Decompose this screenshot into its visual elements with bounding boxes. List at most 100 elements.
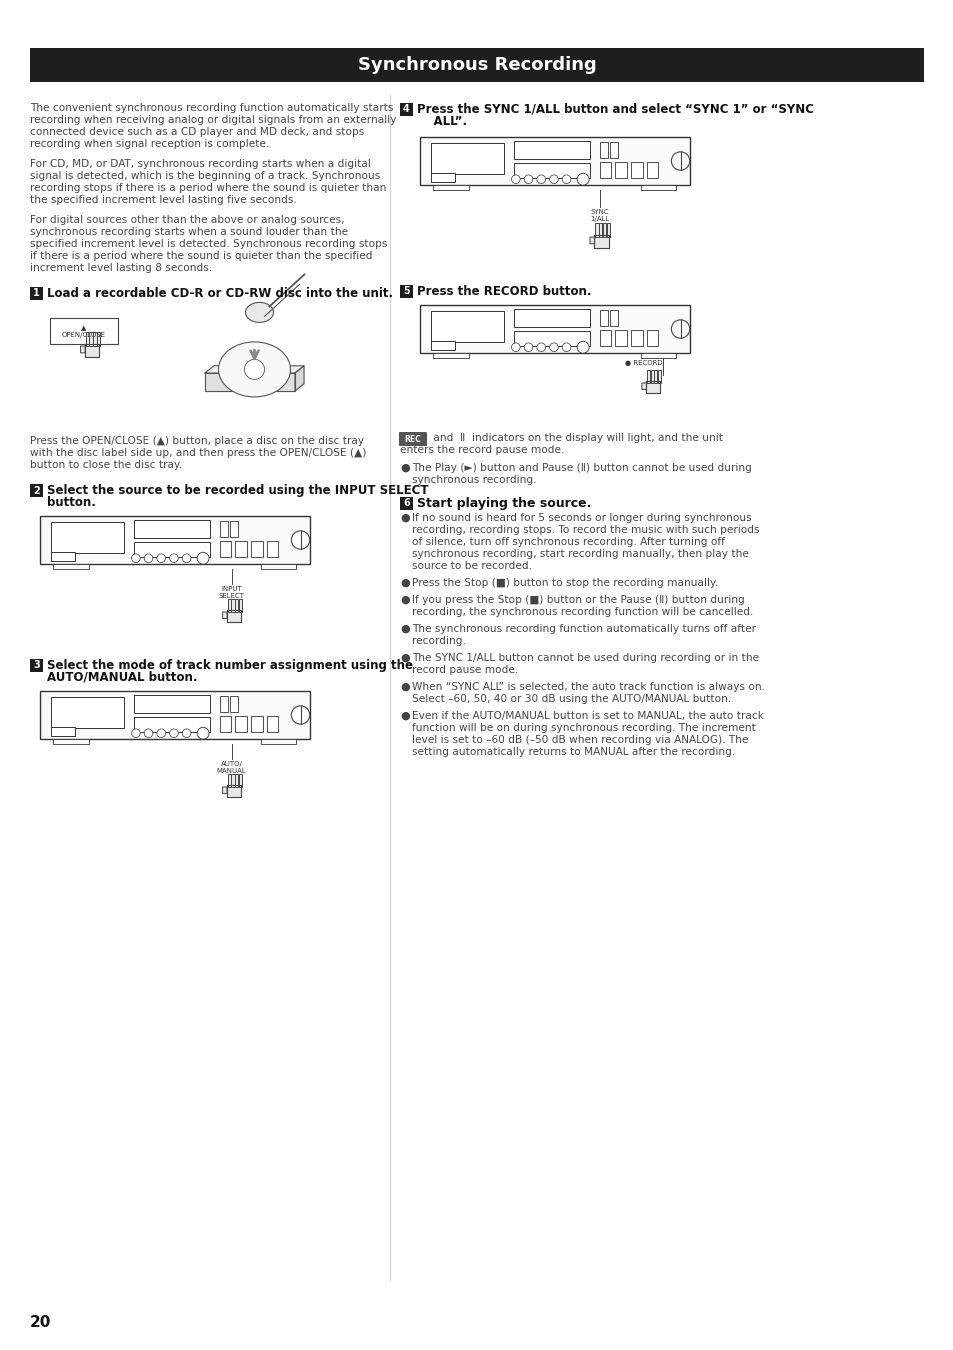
Bar xyxy=(514,309,590,327)
Bar xyxy=(514,163,590,178)
Text: if there is a period where the sound is quieter than the specified: if there is a period where the sound is … xyxy=(30,251,372,261)
Circle shape xyxy=(197,552,209,564)
Bar xyxy=(431,173,455,182)
Polygon shape xyxy=(645,381,659,393)
Circle shape xyxy=(156,554,166,563)
Bar xyxy=(514,331,590,347)
Text: connected device such as a CD player and MD deck, and stops: connected device such as a CD player and… xyxy=(30,127,364,136)
Ellipse shape xyxy=(245,302,274,323)
Bar xyxy=(53,564,89,568)
Text: Select the mode of track number assignment using the: Select the mode of track number assignme… xyxy=(47,659,413,672)
Text: Press the RECORD button.: Press the RECORD button. xyxy=(416,285,591,298)
Bar xyxy=(266,716,278,732)
Text: ●: ● xyxy=(399,595,410,605)
Text: ALL”.: ALL”. xyxy=(416,115,467,128)
Bar xyxy=(219,521,228,537)
Bar xyxy=(399,285,413,298)
Bar xyxy=(654,370,657,383)
Bar xyxy=(610,142,618,158)
Text: recording.: recording. xyxy=(412,636,465,647)
Text: level is set to –60 dB (–50 dB when recording via ANALOG). The: level is set to –60 dB (–50 dB when reco… xyxy=(412,734,747,745)
Circle shape xyxy=(291,531,310,549)
Text: For digital sources other than the above or analog sources,: For digital sources other than the above… xyxy=(30,215,344,225)
Circle shape xyxy=(577,173,588,185)
Bar xyxy=(51,697,124,728)
Text: ● RECORD: ● RECORD xyxy=(625,360,662,366)
Bar xyxy=(615,162,626,178)
Circle shape xyxy=(144,554,152,563)
Bar xyxy=(234,774,238,787)
Bar xyxy=(230,695,238,711)
Circle shape xyxy=(561,343,570,351)
FancyBboxPatch shape xyxy=(80,346,85,352)
Circle shape xyxy=(671,320,689,339)
Bar xyxy=(251,541,262,558)
Text: If no sound is heard for 5 seconds or longer during synchronous: If no sound is heard for 5 seconds or lo… xyxy=(412,513,751,522)
Text: AUTO/
MANUAL: AUTO/ MANUAL xyxy=(216,761,246,774)
Text: Press the SYNC 1/ALL button and select “SYNC 1” or “SYNC: Press the SYNC 1/ALL button and select “… xyxy=(416,103,813,116)
Text: ●: ● xyxy=(399,682,410,693)
Text: ●: ● xyxy=(399,513,410,522)
Bar xyxy=(231,599,234,612)
Circle shape xyxy=(549,176,558,184)
Bar xyxy=(399,103,413,116)
Bar xyxy=(514,140,590,159)
Bar xyxy=(598,162,611,178)
Circle shape xyxy=(577,342,588,354)
Circle shape xyxy=(549,343,558,351)
Bar xyxy=(630,162,642,178)
Bar xyxy=(433,185,468,190)
Text: ●: ● xyxy=(399,463,410,472)
Text: Press the OPEN/CLOSE (▲) button, place a disc on the disc tray: Press the OPEN/CLOSE (▲) button, place a… xyxy=(30,436,364,446)
Text: INPUT
SELECT: INPUT SELECT xyxy=(218,586,244,599)
Bar xyxy=(30,659,43,672)
Bar xyxy=(51,728,75,736)
Bar xyxy=(219,716,232,732)
Text: of silence, turn off synchronous recording. After turning off: of silence, turn off synchronous recordi… xyxy=(412,537,724,547)
Text: source to be recorded.: source to be recorded. xyxy=(412,562,532,571)
Text: ▲: ▲ xyxy=(81,325,87,331)
Bar xyxy=(640,185,676,190)
Circle shape xyxy=(511,176,519,184)
Bar xyxy=(30,288,43,300)
Circle shape xyxy=(132,729,140,737)
Text: Even if the AUTO/MANUAL button is set to MANUAL, the auto track: Even if the AUTO/MANUAL button is set to… xyxy=(412,711,763,721)
Bar xyxy=(251,716,262,732)
Text: ●: ● xyxy=(399,624,410,634)
Bar xyxy=(93,332,96,346)
Bar xyxy=(30,485,43,497)
Text: The Play (►) button and Pause (Ⅱ) button cannot be used during: The Play (►) button and Pause (Ⅱ) button… xyxy=(412,463,751,472)
Circle shape xyxy=(244,359,264,379)
Text: REC: REC xyxy=(404,435,421,444)
Bar xyxy=(598,329,611,347)
Circle shape xyxy=(537,176,545,184)
Text: If you press the Stop (■) button or the Pause (Ⅱ) button during: If you press the Stop (■) button or the … xyxy=(412,595,744,605)
Text: 4: 4 xyxy=(403,104,410,115)
Polygon shape xyxy=(227,784,240,796)
Circle shape xyxy=(144,729,152,737)
Text: enters the record pause mode.: enters the record pause mode. xyxy=(399,446,564,455)
Text: Load a recordable CD-R or CD-RW disc into the unit.: Load a recordable CD-R or CD-RW disc int… xyxy=(47,288,393,300)
Bar xyxy=(51,552,75,560)
Bar xyxy=(228,774,231,787)
Text: increment level lasting 8 seconds.: increment level lasting 8 seconds. xyxy=(30,263,212,273)
FancyBboxPatch shape xyxy=(222,787,227,794)
Bar xyxy=(134,520,210,539)
Text: recording, recording stops. To record the music with such periods: recording, recording stops. To record th… xyxy=(412,525,759,535)
Text: specified increment level is detected. Synchronous recording stops: specified increment level is detected. S… xyxy=(30,239,387,248)
Circle shape xyxy=(182,554,191,563)
Text: 6: 6 xyxy=(403,498,410,509)
Text: and  Ⅱ  indicators on the display will light, and the unit: and Ⅱ indicators on the display will lig… xyxy=(430,433,722,443)
Bar xyxy=(598,309,607,327)
Text: The synchronous recording function automatically turns off after: The synchronous recording function autom… xyxy=(412,624,755,634)
Circle shape xyxy=(511,343,519,351)
Circle shape xyxy=(671,151,689,170)
Bar xyxy=(134,695,210,713)
Bar xyxy=(219,541,232,558)
Bar xyxy=(646,329,658,347)
Text: recording stops if there is a period where the sound is quieter than: recording stops if there is a period whe… xyxy=(30,184,386,193)
FancyBboxPatch shape xyxy=(398,432,427,446)
Bar xyxy=(419,136,689,185)
Text: SYNC
1/ALL: SYNC 1/ALL xyxy=(589,209,609,221)
Bar xyxy=(86,332,89,346)
